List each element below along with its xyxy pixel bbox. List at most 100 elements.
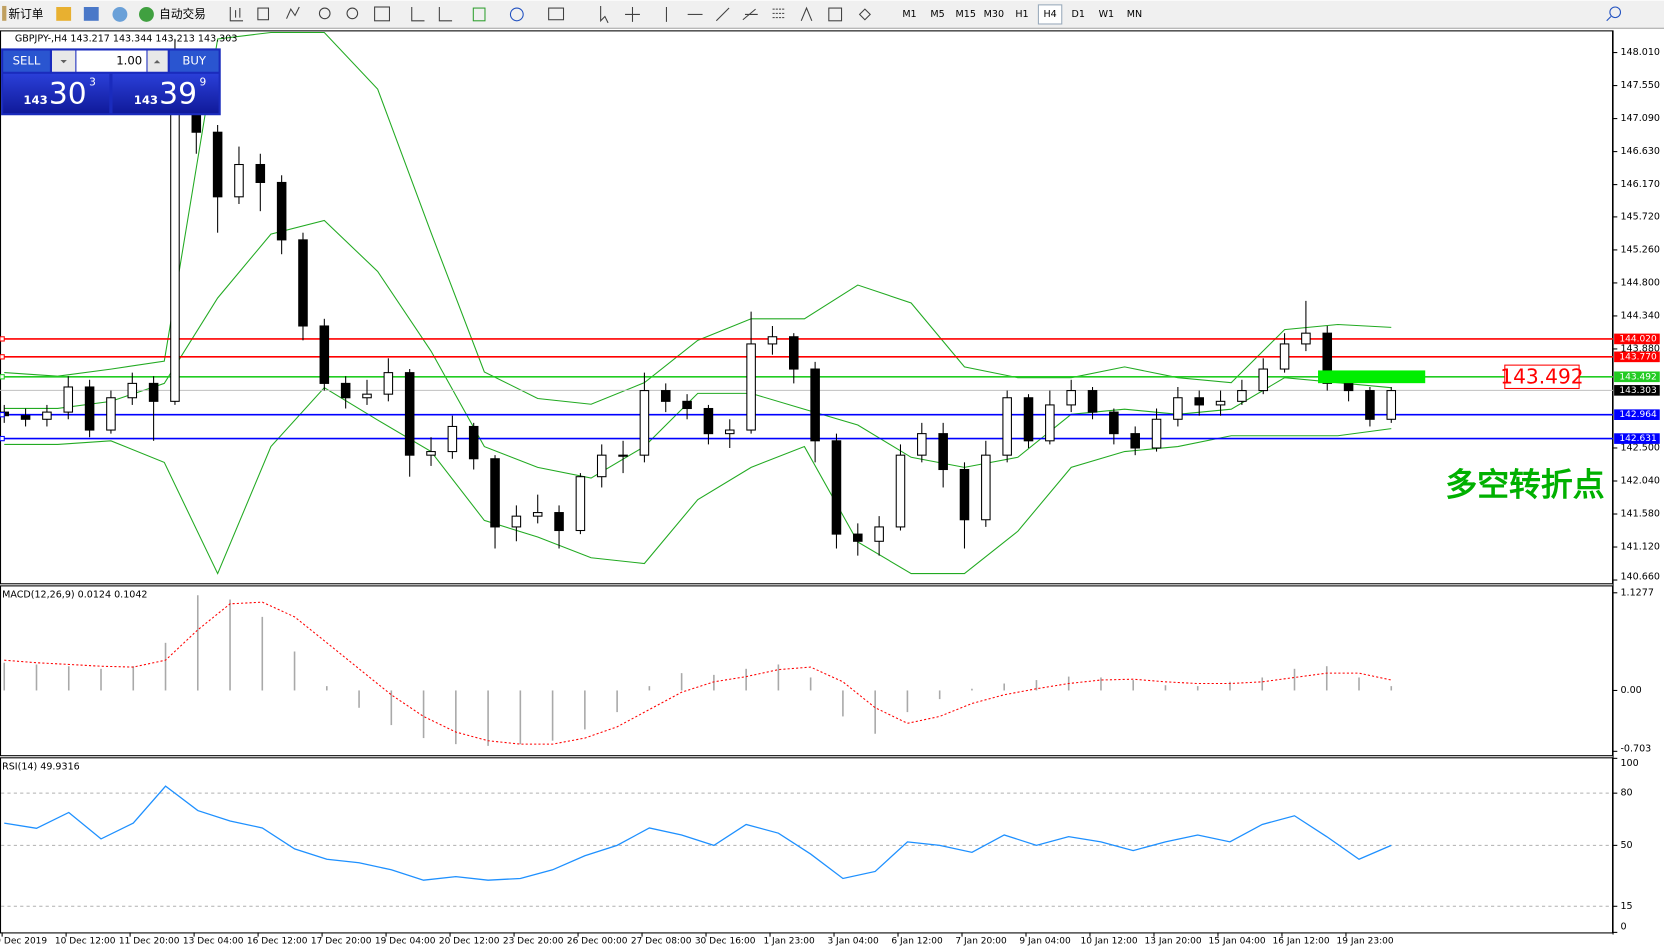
buy-price-pip[interactable]: 9 [200, 75, 207, 88]
buy-price-big[interactable]: 143 [134, 93, 158, 107]
candle-body [1258, 368, 1269, 392]
y-tick-label: 141.120 [1620, 542, 1659, 553]
sell-price-box[interactable] [3, 73, 110, 114]
x-tick-label: 10 Dec 12:00 [55, 936, 116, 946]
candle-body [1109, 411, 1119, 435]
x-tick-label: 6 Jan 12:00 [891, 936, 943, 946]
y-tick-label: 15 [1620, 901, 1632, 912]
search-icon[interactable] [1609, 6, 1622, 19]
candle-body [575, 476, 586, 532]
candle-body [1173, 397, 1183, 420]
candle-body [212, 131, 223, 198]
icon[interactable] [472, 7, 486, 22]
candle-body [20, 415, 31, 420]
icon[interactable] [600, 5, 609, 24]
icon[interactable] [858, 8, 871, 21]
candle-body [938, 433, 948, 471]
icon[interactable] [318, 7, 331, 20]
timeframe-button[interactable]: M30 [984, 9, 1004, 20]
candle-body [319, 325, 330, 384]
candle-body [810, 368, 820, 442]
auto-trading-button[interactable]: 自动交易 [159, 7, 206, 21]
buy-label[interactable]: BUY [182, 54, 207, 68]
timeframe-button[interactable]: MN [1127, 9, 1142, 20]
y-tick-label: 140.660 [1620, 571, 1659, 582]
icon[interactable] [625, 7, 640, 22]
candle-body [767, 336, 778, 345]
trade-panel: SELL 1.00 BUY 143 30 3 143 39 9 [1, 48, 221, 116]
icon[interactable] [374, 6, 391, 22]
icon[interactable] [346, 7, 359, 20]
sell-price-main[interactable]: 30 [49, 77, 87, 112]
icon[interactable] [257, 7, 270, 21]
lot-input[interactable] [76, 50, 147, 72]
candle-body [1365, 390, 1375, 420]
timeframe-button[interactable]: M1 [902, 9, 916, 20]
icon[interactable] [83, 7, 99, 21]
sell-label[interactable]: SELL [13, 54, 41, 68]
sell-price-pip[interactable]: 3 [89, 75, 96, 88]
macd-panel [0, 585, 1614, 757]
candle-body [255, 163, 266, 183]
candle-body [383, 372, 394, 395]
icon[interactable] [286, 6, 300, 19]
sell-price-big[interactable]: 143 [23, 93, 47, 107]
timeframe-button[interactable]: M5 [930, 9, 944, 20]
arrow [153, 60, 161, 64]
candle-body [660, 390, 671, 402]
icon[interactable] [828, 7, 843, 22]
y-tick-label: 1.1277 [1620, 587, 1653, 598]
search-icon[interactable] [1606, 16, 1612, 22]
buy-price-box[interactable] [112, 73, 219, 114]
icon[interactable] [411, 7, 425, 22]
icon[interactable] [112, 7, 128, 22]
icon[interactable] [800, 6, 813, 22]
y-tick-label: 142.500 [1620, 442, 1659, 453]
candle-body [724, 429, 735, 435]
candle-body [1002, 397, 1012, 456]
icon[interactable] [772, 8, 786, 19]
level-tag [1614, 371, 1660, 383]
candle-body [703, 407, 714, 435]
x-tick-label: 27 Dec 08:00 [631, 936, 692, 946]
icon[interactable] [509, 7, 524, 22]
x-tick-label: 16 Jan 12:00 [1273, 936, 1330, 946]
x-tick-label: 23 Dec 20:00 [503, 936, 564, 946]
icon[interactable] [742, 8, 758, 21]
icon[interactable] [56, 7, 72, 21]
auto-trading-icon[interactable] [139, 7, 154, 22]
rsi-line [4, 785, 1392, 881]
timeframe-button[interactable]: W1 [1099, 9, 1115, 20]
timeframe-button[interactable]: H4 [1043, 9, 1056, 20]
symbol-header: GBPJPY-,H4 143.217 143.344 143.213 143.3… [15, 33, 238, 44]
level-handle [0, 412, 5, 418]
buy-price-main[interactable]: 39 [159, 77, 197, 112]
icon[interactable] [548, 7, 565, 21]
level-label: 144.020 [1619, 334, 1657, 344]
level-label: 142.631 [1619, 434, 1656, 444]
candle-body [127, 382, 138, 399]
x-tick-label: 13 Dec 04:00 [183, 936, 244, 946]
icon[interactable] [229, 7, 244, 22]
x-tick-label: 11 Dec 20:00 [119, 936, 180, 946]
icon[interactable] [438, 7, 453, 22]
toolbar-grip [2, 5, 7, 21]
candle-body [895, 454, 906, 528]
candle-body [1215, 400, 1226, 406]
level-tag [1614, 409, 1660, 420]
sell-button[interactable] [3, 50, 50, 72]
icon[interactable] [715, 7, 730, 22]
x-tick-label: 16 Dec 12:00 [247, 936, 308, 946]
new-order-button[interactable]: 新订单 [8, 7, 43, 21]
candle-body [639, 390, 650, 456]
candle-body [1151, 418, 1162, 449]
timeframe-button[interactable]: D1 [1071, 9, 1084, 20]
x-tick-label: 19 Dec 04:00 [375, 936, 436, 946]
lot-value[interactable]: 1.00 [116, 54, 142, 68]
timeframe-button[interactable]: M15 [956, 9, 976, 20]
arrow [60, 60, 67, 64]
buy-button[interactable] [169, 50, 219, 72]
tool-icons[interactable] [229, 5, 1622, 24]
timeframe-button[interactable]: H1 [1015, 9, 1028, 20]
y-tick-label: 50 [1620, 840, 1632, 851]
